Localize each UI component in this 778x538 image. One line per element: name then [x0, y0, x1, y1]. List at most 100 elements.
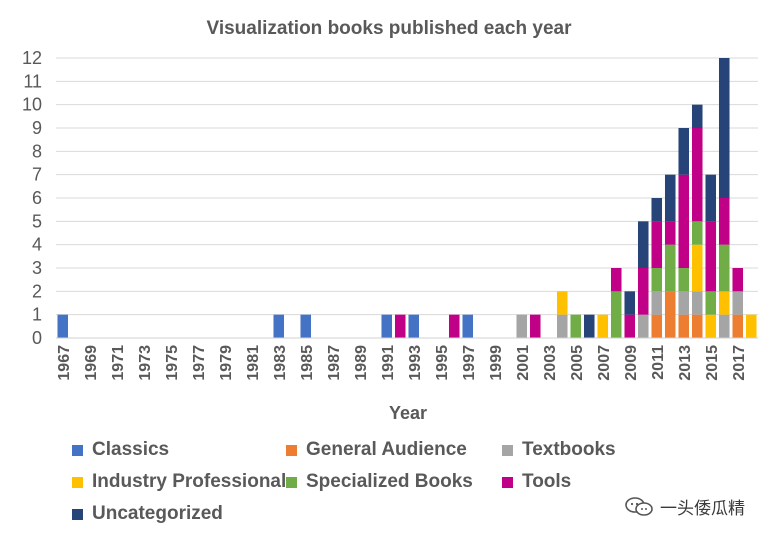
bar-1992-tools [394, 314, 406, 338]
bar-2017-tools [732, 268, 744, 292]
y-tick-label: 6 [32, 188, 42, 208]
x-axis-label: Year [389, 403, 427, 423]
legend-swatch [72, 444, 83, 456]
bar-2009-uncategorized [624, 291, 636, 315]
x-tick-label: 2013 [677, 345, 694, 381]
y-tick-label: 2 [32, 281, 42, 301]
bar-2014-tools [691, 128, 703, 222]
bar-1983-classics [273, 314, 285, 338]
bar-2014-uncategorized [691, 104, 703, 128]
legend-swatch [502, 444, 513, 456]
y-tick-label: 7 [32, 165, 42, 185]
chat-bubble-icon [625, 496, 653, 516]
y-tick-label: 1 [32, 305, 42, 325]
bar-2011-textbooks [651, 291, 663, 315]
legend-item: Specialized Books [286, 470, 473, 494]
y-tick-label: 4 [32, 235, 42, 255]
bar-2015-specialized-books [705, 291, 717, 315]
x-tick-label: 1983 [272, 345, 289, 381]
x-tick-label: 1975 [164, 345, 181, 381]
bar-2012-general-audience [664, 291, 676, 338]
legend-item: Classics [72, 438, 169, 462]
y-tick-label: 5 [32, 211, 42, 231]
bar-2016-tools [718, 198, 730, 245]
x-tick-label: 2005 [569, 345, 586, 381]
x-tick-label: 2011 [650, 345, 667, 380]
bar-2016-specialized-books [718, 244, 730, 292]
legend-item: Industry Professional [72, 470, 286, 494]
bar-2013-uncategorized [678, 128, 690, 175]
bar-2017-general-audience [732, 314, 744, 338]
bar-2013-general-audience [678, 314, 690, 338]
legend-swatch [72, 476, 83, 488]
x-tick-label: 1969 [83, 345, 100, 381]
x-tick-label: 1971 [110, 345, 127, 381]
legend-swatch [502, 476, 513, 488]
bar-2014-general-audience [691, 314, 703, 338]
watermark: 一头倭瓜精 [624, 494, 745, 519]
bar-2004-industry-professional [556, 291, 568, 315]
bar-2012-specialized-books [664, 244, 676, 292]
x-tick-label: 2007 [596, 345, 613, 381]
x-tick-label: 1977 [191, 345, 208, 381]
bar-2005-specialized-books [570, 314, 582, 338]
bar-2009-tools [624, 314, 636, 338]
legend-swatch [286, 476, 297, 488]
x-tick-label: 2017 [731, 345, 748, 381]
bar-1991-classics [381, 314, 393, 338]
x-tick-label: 1997 [461, 345, 478, 381]
legend-label: Specialized Books [306, 471, 473, 492]
bar-1997-classics [462, 314, 474, 338]
x-tick-label: 2009 [623, 345, 640, 381]
bar-2011-tools [651, 221, 663, 268]
bar-2014-textbooks [691, 291, 703, 315]
x-tick-label: 1967 [56, 345, 73, 381]
bar-2010-tools [637, 268, 649, 315]
bar-2011-specialized-books [651, 268, 663, 292]
legend-label: Uncategorized [92, 503, 223, 524]
x-tick-label: 1987 [326, 345, 343, 381]
bar-2002-tools [529, 314, 541, 338]
y-tick-label: 12 [22, 48, 42, 68]
bar-2013-textbooks [678, 291, 690, 315]
bar-2007-industry-professional [597, 314, 609, 338]
x-tick-label: 1981 [245, 345, 262, 381]
bar-1985-classics [300, 314, 312, 338]
x-tick-label: 1989 [353, 345, 370, 381]
bar-2016-uncategorized [718, 58, 730, 198]
y-tick-label: 9 [32, 118, 42, 138]
legend-swatch [286, 444, 297, 456]
bar-2011-general-audience [651, 314, 663, 338]
legend-label: Classics [92, 439, 170, 460]
bar-2016-textbooks [718, 314, 730, 338]
bar-1993-classics [408, 314, 420, 338]
x-axis-ticks: 1967 1969 1971 1973 1975 1977 1979 1981 1983 1985… [56, 345, 748, 381]
bar-2013-specialized-books [678, 268, 690, 292]
bar-2014-specialized-books [691, 221, 703, 245]
legend-label: General Audience [306, 439, 467, 460]
bars [57, 58, 757, 338]
bar-2013-tools [678, 174, 690, 268]
x-tick-label: 1973 [137, 345, 154, 381]
x-tick-label: 1991 [380, 345, 397, 381]
legend-item: Textbooks [502, 438, 616, 462]
x-tick-label: 1979 [218, 345, 235, 381]
bar-2001-textbooks [516, 314, 528, 338]
bar-2012-uncategorized [664, 174, 676, 222]
y-tick-label: 8 [32, 141, 42, 161]
x-tick-label: 1995 [434, 345, 451, 381]
bar-2010-textbooks [637, 314, 649, 338]
x-tick-label: 1985 [299, 345, 316, 381]
legend-item: Tools [502, 470, 571, 494]
x-tick-label: 2003 [542, 345, 559, 381]
bar-2014-industry-professional [691, 244, 703, 292]
bar-2015-uncategorized [705, 174, 717, 222]
y-tick-label: 11 [23, 71, 42, 91]
x-tick-label: 2001 [515, 345, 532, 381]
x-tick-label: 2015 [704, 345, 721, 381]
legend-label: Tools [522, 471, 572, 492]
bar-2017-textbooks [732, 291, 744, 315]
y-tick-label: 0 [32, 328, 42, 348]
